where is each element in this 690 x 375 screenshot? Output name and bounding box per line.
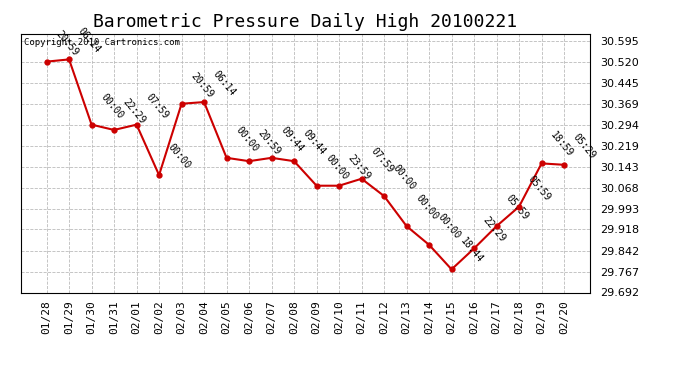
Text: 18:59: 18:59	[549, 130, 575, 159]
Text: 00:00: 00:00	[324, 153, 350, 182]
Text: 00:00: 00:00	[391, 163, 417, 192]
Text: 05:59: 05:59	[526, 174, 553, 202]
Text: 23:59: 23:59	[346, 153, 373, 182]
Text: 07:59: 07:59	[368, 146, 395, 175]
Text: 22:29: 22:29	[121, 97, 148, 126]
Text: 22:29: 22:29	[481, 215, 508, 244]
Text: 00:00: 00:00	[413, 193, 440, 222]
Text: 05:59: 05:59	[504, 193, 530, 222]
Text: 20:59: 20:59	[188, 70, 215, 100]
Text: 07:59: 07:59	[144, 92, 170, 120]
Text: 09:44: 09:44	[301, 128, 328, 157]
Text: 09:44: 09:44	[279, 125, 305, 154]
Text: 20:59: 20:59	[54, 28, 80, 57]
Text: 00:00: 00:00	[99, 92, 125, 120]
Text: 05:29: 05:29	[571, 132, 598, 160]
Text: 00:00: 00:00	[166, 142, 193, 171]
Text: 00:00: 00:00	[436, 212, 462, 241]
Title: Barometric Pressure Daily High 20100221: Barometric Pressure Daily High 20100221	[93, 13, 518, 31]
Text: 18:44: 18:44	[459, 236, 485, 265]
Text: Copyright 2010 Cartronics.com: Copyright 2010 Cartronics.com	[23, 38, 179, 46]
Text: 06:14: 06:14	[211, 69, 237, 98]
Text: 06:14: 06:14	[76, 26, 103, 55]
Text: 20:59: 20:59	[256, 128, 283, 157]
Text: 00:00: 00:00	[233, 125, 260, 154]
